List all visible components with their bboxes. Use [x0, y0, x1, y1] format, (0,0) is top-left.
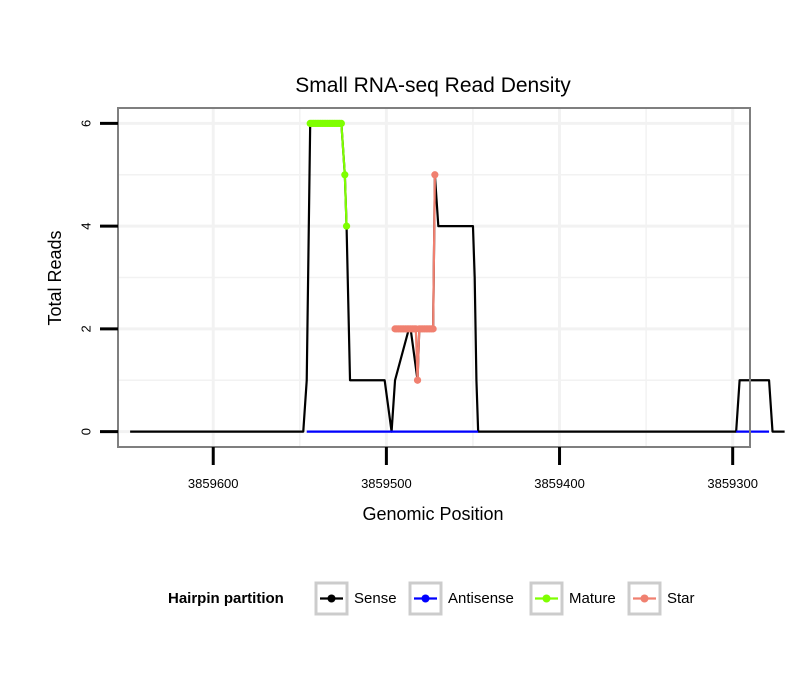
data-point-star: [429, 325, 437, 333]
legend-dot-mature: [542, 594, 551, 603]
y-tick-label: 4: [78, 223, 93, 230]
data-point-mature: [342, 222, 351, 230]
x-tick-label: 3859300: [707, 476, 758, 491]
legend-dot-star: [640, 594, 649, 603]
panel-border: [117, 107, 751, 448]
data-point-mature: [341, 171, 349, 179]
legend-dot-antisense: [421, 594, 430, 603]
points-layer: [306, 119, 439, 384]
legend-item-star: Star: [627, 581, 695, 616]
y-tick-label: 2: [78, 325, 93, 332]
legend-items: Sense Antisense Mature Star: [314, 581, 695, 616]
legend-item-antisense: Antisense: [408, 581, 514, 616]
legend-label-antisense: Antisense: [448, 590, 514, 607]
legend-label-mature: Mature: [569, 590, 616, 607]
y-tick-label: 0: [78, 428, 93, 435]
x-tick-label: 3859600: [188, 476, 239, 491]
x-tick-label: 3859500: [361, 476, 412, 491]
data-point-mature: [337, 119, 345, 128]
data-point-star: [413, 376, 422, 384]
axis-layer: 0 2 4 6 3859600 3859500 3859400 3859300: [78, 120, 758, 491]
legend-item-mature: Mature: [529, 581, 616, 616]
legend-item-sense: Sense: [314, 581, 397, 616]
x-tick-label: 3859400: [534, 476, 585, 491]
legend-dot-sense: [327, 594, 336, 603]
legend-label-star: Star: [667, 590, 695, 607]
legend-title: Hairpin partition: [168, 590, 284, 607]
legend-label-sense: Sense: [354, 590, 397, 607]
legend: Hairpin partition Sense Antisense Mature St…: [168, 581, 695, 616]
data-point-star: [431, 171, 439, 179]
x-axis-label: Genomic Position: [362, 504, 503, 524]
y-tick-label: 6: [78, 120, 93, 127]
y-axis-label: Total Reads: [45, 230, 65, 325]
chart-title: Small RNA-seq Read Density: [295, 74, 571, 97]
